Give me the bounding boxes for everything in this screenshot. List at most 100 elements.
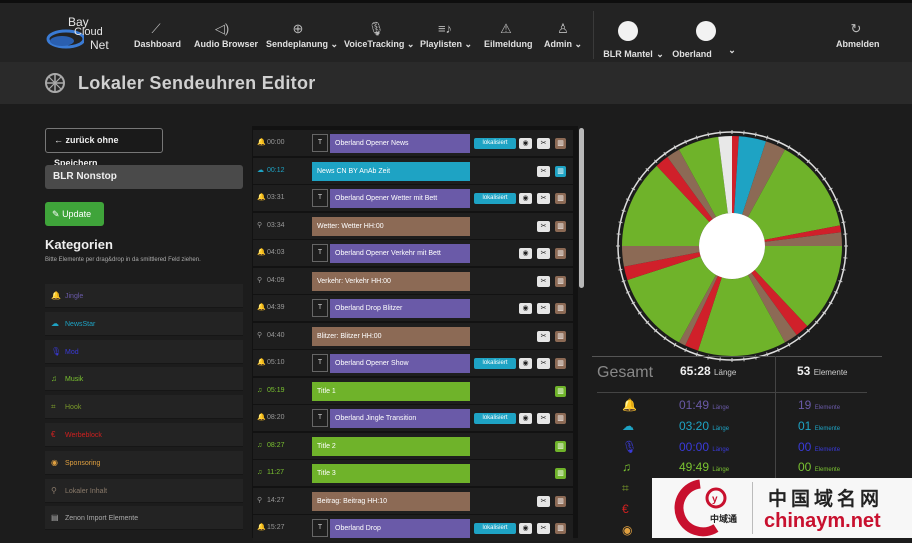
text-toggle-button[interactable]: T (312, 519, 328, 537)
category-item[interactable]: €Werbeblock (45, 423, 243, 447)
edit-tools-icon[interactable]: ✂ (537, 166, 550, 177)
element-time-value: 03:31 (267, 194, 285, 201)
element-block[interactable]: Oberland Opener Show (330, 354, 470, 373)
delete-icon[interactable]: ▥ (555, 468, 566, 479)
element-block[interactable]: Oberland Opener News (330, 134, 470, 153)
element-block[interactable]: Wetter: Wetter HH:00 (312, 217, 470, 236)
delete-icon[interactable]: ▥ (555, 303, 566, 314)
delete-icon[interactable]: ▥ (555, 386, 566, 397)
element-block[interactable]: Title 1 (312, 382, 470, 401)
text-toggle-button[interactable]: T (312, 409, 328, 427)
element-block[interactable]: Oberland Drop Blitzer (330, 299, 470, 318)
cloud-icon: ☁ (257, 158, 267, 184)
element-block[interactable]: Oberland Drop (330, 519, 470, 538)
category-item[interactable]: 🎙Mod (45, 340, 243, 364)
logout-button[interactable]: ↻ Abmelden (836, 21, 876, 63)
edit-tools-icon[interactable]: ✂ (537, 221, 550, 232)
nav-sendeplanung[interactable]: ⊕ Sendeplanung ⌄ (266, 21, 330, 63)
playlist-icon: ≡♪ (420, 21, 470, 39)
nav-audio-browser[interactable]: ◁) Audio Browser (194, 21, 250, 63)
preview-eye-icon[interactable]: ◉ (519, 248, 532, 259)
category-item[interactable]: ▤Zenon Import Elemente (45, 506, 243, 530)
element-list-scrollbar[interactable] (579, 128, 584, 288)
text-toggle-button[interactable]: T (312, 299, 328, 317)
edit-tools-icon[interactable]: ✂ (537, 276, 550, 287)
text-toggle-button[interactable]: T (312, 189, 328, 207)
edit-tools-icon[interactable]: ✂ (537, 193, 550, 204)
preview-eye-icon[interactable]: ◉ (519, 523, 532, 534)
element-block[interactable]: Oberland Jingle Transition (330, 409, 470, 428)
element-block[interactable]: Beitrag: Beitrag HH:10 (312, 492, 470, 511)
broadcast-clock-wheel[interactable] (612, 126, 852, 366)
delete-icon[interactable]: ▥ (555, 193, 566, 204)
element-time: ♫05:19 (257, 378, 307, 404)
preview-eye-icon[interactable]: ◉ (519, 358, 532, 369)
nav-playlisten[interactable]: ≡♪ Playlisten ⌄ (420, 21, 470, 63)
delete-icon[interactable]: ▥ (555, 276, 566, 287)
delete-icon[interactable]: ▥ (555, 166, 566, 177)
category-item[interactable]: ♫Musik (45, 367, 243, 391)
delete-icon[interactable]: ▥ (555, 221, 566, 232)
edit-tools-icon[interactable]: ✂ (537, 248, 550, 259)
element-block[interactable]: Verkehr: Verkehr HH:00 (312, 272, 470, 291)
element-block[interactable]: Blitzer: Blitzer HH:00 (312, 327, 470, 346)
edit-tools-icon[interactable]: ✂ (537, 138, 550, 149)
category-item[interactable]: ⚲Lokaler Inhalt (45, 479, 243, 503)
preview-eye-icon[interactable]: ◉ (519, 193, 532, 204)
update-button[interactable]: ✎ Update (45, 202, 104, 226)
text-toggle-button[interactable]: T (312, 354, 328, 372)
edit-tools-icon[interactable]: ✂ (537, 331, 550, 342)
delete-icon[interactable]: ▥ (555, 358, 566, 369)
nav-voicetracking[interactable]: 🎙 VoiceTracking ⌄ (344, 21, 408, 63)
element-block[interactable]: Title 2 (312, 437, 470, 456)
element-block[interactable]: News CN BY AnAb Zeit (312, 162, 470, 181)
delete-icon[interactable]: ▥ (555, 413, 566, 424)
edit-tools-icon[interactable]: ✂ (537, 413, 550, 424)
edit-tools-icon[interactable]: ✂ (537, 496, 550, 507)
text-toggle-button[interactable]: T (312, 134, 328, 152)
edit-tools-icon[interactable]: ✂ (537, 523, 550, 534)
nav-eilmeldung[interactable]: ⚠ Eilmeldung (484, 21, 528, 63)
preview-eye-icon[interactable]: ◉ (519, 303, 532, 314)
baycloudnet-logo[interactable]: Bay Cloud Net (44, 13, 124, 57)
element-time-value: 08:20 (267, 414, 285, 421)
element-block[interactable]: Title 3 (312, 464, 470, 483)
preview-eye-icon[interactable]: ◉ (519, 138, 532, 149)
category-item[interactable]: ☁NewsStar (45, 312, 243, 336)
category-item[interactable]: ⌗Hook (45, 395, 243, 419)
preview-eye-icon[interactable]: ◉ (519, 413, 532, 424)
delete-icon[interactable]: ▥ (555, 248, 566, 259)
edit-tools-icon[interactable]: ✂ (537, 358, 550, 369)
clock-name-input[interactable]: BLR Nonstop (45, 165, 243, 189)
nav-dashboard[interactable]: ⟋ Dashboard (134, 21, 178, 63)
delete-icon[interactable]: ▥ (555, 523, 566, 534)
edit-tools-icon[interactable]: ✂ (537, 303, 550, 314)
category-item[interactable]: 🔔Jingle (45, 284, 243, 308)
delete-icon[interactable]: ▥ (555, 441, 566, 452)
delete-icon[interactable]: ▥ (555, 496, 566, 507)
back-without-saving-button[interactable]: ← zurück ohne Speichern (45, 128, 163, 153)
category-item[interactable]: ◉Sponsoring (45, 451, 243, 475)
delete-icon[interactable]: ▥ (555, 138, 566, 149)
element-block[interactable]: Oberland Opener Wetter mit Bett (330, 189, 470, 208)
back-button-label: zurück ohne Speichern (54, 135, 119, 168)
nav-admin[interactable]: ♙ Admin ⌄ (544, 21, 582, 63)
delete-icon[interactable]: ▥ (555, 331, 566, 342)
element-row[interactable]: ♫05:19 Title 1 ▥ (253, 378, 573, 404)
text-toggle-button[interactable]: T (312, 244, 328, 262)
element-block[interactable]: Oberland Opener Verkehr mit Bett (330, 244, 470, 263)
